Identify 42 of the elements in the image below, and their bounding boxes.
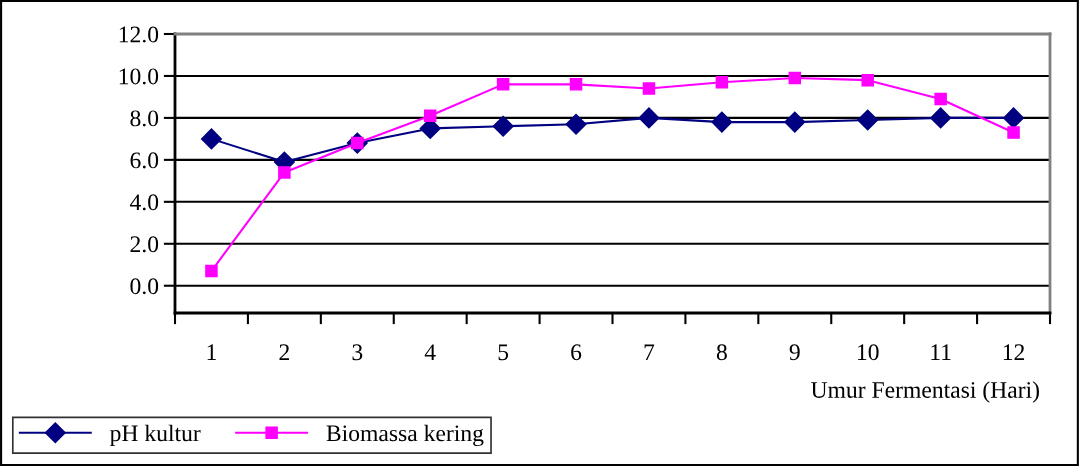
y-tick-label: 0.0 [130, 278, 159, 295]
legend-label: pH kultur [109, 424, 201, 447]
y-tick-label: 8.0 [130, 110, 159, 127]
point [638, 107, 660, 129]
y-tick-label: 2.0 [130, 236, 159, 253]
x-tick-label: 11 [931, 344, 951, 360]
point [642, 82, 656, 95]
x-tick-label: 7 [644, 344, 655, 360]
x-tick-label: 2 [279, 344, 289, 360]
point [934, 92, 947, 106]
point [715, 75, 729, 89]
x-tick-label: 5 [498, 344, 509, 361]
x-tick-label: 12 [1003, 344, 1025, 360]
point [569, 78, 583, 91]
point [200, 128, 222, 150]
x-tick-label: 10 [857, 344, 879, 361]
x-tick-label: 9 [789, 344, 800, 361]
y-tick-label: 4.0 [129, 194, 159, 211]
point [1007, 126, 1020, 139]
point [930, 107, 952, 129]
x-tick-label: 3 [352, 344, 363, 361]
point [784, 111, 806, 133]
point [278, 166, 291, 179]
point [492, 115, 514, 137]
y-tick-label: 6.0 [130, 152, 159, 169]
point [423, 109, 437, 123]
point [496, 78, 510, 91]
x-tick-label: 4 [424, 344, 436, 360]
point [205, 264, 218, 278]
point [1003, 107, 1025, 129]
x-tick-label: 8 [716, 344, 727, 361]
x-tick-label: 6 [571, 344, 582, 361]
point [857, 109, 879, 131]
point [711, 111, 733, 133]
x-tick-label: 1 [207, 344, 216, 360]
y-tick-label: 10.0 [119, 68, 159, 85]
point [788, 71, 802, 85]
x-axis-title: Umur Fermentasi (Hari) [811, 381, 1039, 403]
y-tick-label: 12.0 [119, 26, 159, 43]
legend-label: Biomassa kering [326, 424, 484, 447]
point [861, 73, 874, 87]
point [565, 113, 587, 135]
